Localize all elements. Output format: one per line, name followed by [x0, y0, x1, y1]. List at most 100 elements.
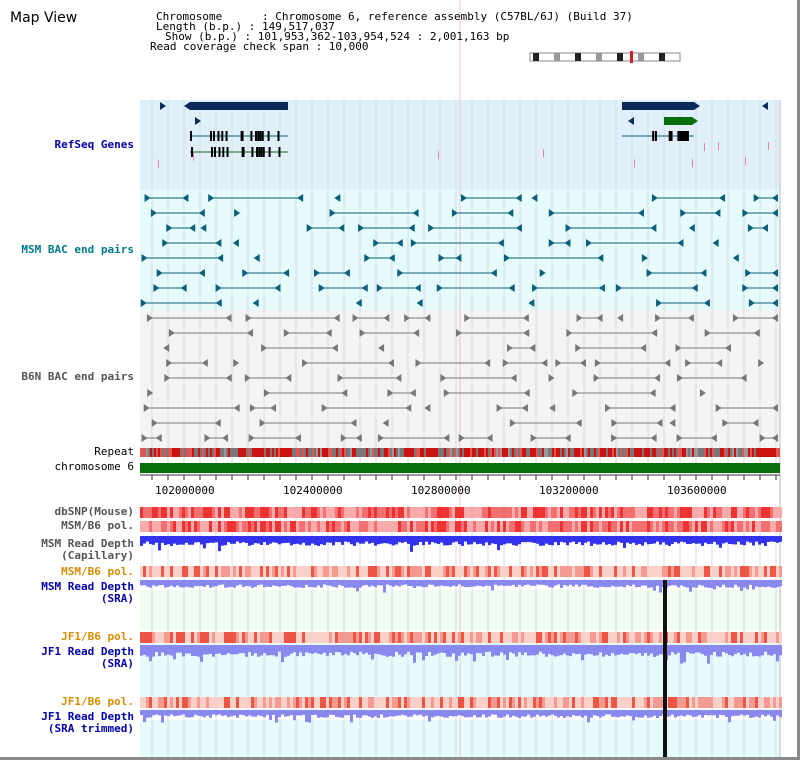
msm-b6-pol-heat — [722, 521, 725, 532]
track-label-msm-b6-pol-2[interactable]: MSM/B6 pol. — [61, 565, 134, 578]
jf1-pol-2-heat — [587, 697, 590, 708]
snp-mark — [438, 151, 439, 160]
jf1-trim-depth-bar — [626, 710, 629, 716]
jf1-trim-depth-bar — [734, 710, 737, 716]
msm-bac-pair-end — [200, 224, 207, 232]
msm-b6-pol-2-heat — [290, 566, 293, 577]
jf1-depth-bar — [248, 645, 251, 653]
msm-depth-cap-bar — [275, 536, 278, 543]
jf1-trim-depth-bar — [191, 710, 194, 718]
jf1-pol-heat — [299, 632, 302, 643]
b6n-bac-pair-end — [331, 344, 338, 352]
jf1-depth-bar — [155, 645, 158, 653]
jf1-pol-2-heat — [548, 697, 551, 708]
jf1-depth-bar — [446, 645, 449, 657]
msm-depth-cap-bar — [263, 536, 266, 543]
jf1-depth-bar — [185, 645, 188, 654]
msm-b6-pol-heat — [653, 521, 656, 532]
msm-depth-sra-bar — [194, 580, 197, 587]
b6n-bac-pair-end — [382, 419, 389, 427]
track-label-b6n-bac[interactable]: B6N BAC end pairs — [21, 370, 134, 383]
jf1-depth-bar — [638, 645, 641, 654]
repeat-segment — [534, 448, 536, 457]
msm-b6-pol-2-heat — [707, 566, 710, 577]
repeat-segment — [282, 448, 284, 457]
msm-depth-cap-bar — [167, 536, 170, 545]
msm-depth-sra-bar — [281, 580, 284, 586]
b6n-bac-pair-end — [676, 434, 683, 442]
ideogram-band — [596, 53, 602, 61]
repeat-segment — [298, 448, 300, 457]
msm-b6-pol-heat — [344, 521, 347, 532]
jf1-depth-bar — [167, 645, 170, 655]
msm-b6-pol-heat — [728, 521, 731, 532]
repeat-segment — [414, 448, 416, 457]
jf1-trim-depth-bar — [143, 710, 146, 723]
jf1-depth-bar — [200, 645, 203, 662]
msm-b6-pol-2-heat — [551, 566, 554, 577]
msm-b6-pol-2-heat — [404, 566, 407, 577]
track-label-refseq[interactable]: RefSeq Genes — [54, 138, 134, 151]
dbsnp-heat — [407, 507, 410, 518]
jf1-pol-heat — [593, 632, 596, 643]
jf1-trim-depth-bar — [461, 710, 464, 717]
repeat-segment — [296, 448, 298, 457]
snp-mark — [768, 141, 769, 150]
track-label-dbsnp[interactable]: dbSNP(Mouse) — [54, 505, 134, 518]
jf1-depth-bar — [548, 645, 551, 655]
track-label-jf1-pol-2[interactable]: JF1/B6 pol. — [61, 695, 134, 708]
track-label-jf1-pol[interactable]: JF1/B6 pol. — [61, 630, 134, 643]
jf1-pol-heat — [362, 632, 365, 643]
jf1-depth-bar — [320, 645, 323, 655]
msm-depth-sra-bar — [539, 580, 542, 585]
dbsnp-heat — [467, 507, 470, 518]
jf1-pol-2-heat — [371, 697, 374, 708]
track-label-msm-depth-sra[interactable]: MSM Read Depth — [41, 580, 134, 593]
msm-b6-pol-heat — [251, 521, 254, 532]
jf1-pol-heat — [452, 632, 455, 643]
msm-depth-sra-bar — [437, 580, 440, 587]
jf1-pol-2-heat — [356, 697, 359, 708]
msm-depth-cap-bar — [770, 536, 773, 542]
msm-depth-cap-bar — [494, 536, 497, 545]
msm-depth-cap-bar — [173, 536, 176, 544]
repeat-segment — [342, 448, 344, 457]
jf1-pol-heat — [530, 632, 533, 643]
msm-b6-pol-heat — [500, 521, 503, 532]
jf1-trim-depth-bar — [779, 710, 782, 718]
msm-depth-cap-bar — [530, 536, 533, 543]
repeat-segment — [664, 448, 666, 457]
msm-depth-sra-bar — [344, 580, 347, 588]
msm-depth-sra-bar — [467, 580, 470, 588]
b6n-bac-pair-end — [753, 329, 760, 337]
msm-b6-pol-heat — [380, 521, 383, 532]
jf1-depth-bar — [218, 645, 221, 654]
msm-b6-pol-heat — [746, 521, 749, 532]
msm-depth-sra-bar — [704, 580, 707, 588]
jf1-depth-bar — [308, 645, 311, 654]
b6n-bac-pair-end — [458, 434, 465, 442]
dbsnp-heat — [548, 507, 551, 518]
repeat-segment — [704, 448, 706, 457]
jf1-pol-heat — [422, 632, 425, 643]
jf1-trim-depth-bar — [254, 710, 257, 717]
jf1-trim-depth-bar — [536, 710, 539, 715]
msm-b6-pol-heat — [209, 521, 212, 532]
msm-depth-sra-bar — [335, 580, 338, 588]
msm-bac-pair-end — [396, 239, 403, 247]
msm-depth-sra-bar — [590, 580, 593, 587]
repeat-segment — [638, 448, 640, 457]
track-label-jf1-depth[interactable]: JF1 Read Depth — [41, 645, 134, 658]
msm-depth-cap-bar — [374, 536, 377, 546]
track-label-msm-bac[interactable]: MSM BAC end pairs — [21, 243, 134, 256]
msm-depth-sra-bar — [470, 580, 473, 587]
track-label-msm-depth-cap[interactable]: MSM Read Depth — [41, 537, 134, 550]
msm-depth-sra-bar — [377, 580, 380, 586]
track-label-jf1-trim[interactable]: JF1 Read Depth — [41, 710, 134, 723]
track-label-msm-b6-pol[interactable]: MSM/B6 pol. — [61, 519, 134, 532]
snp-mark — [543, 149, 544, 158]
msm-b6-pol-2-heat — [752, 566, 755, 577]
jf1-pol-heat — [323, 632, 326, 643]
ideogram-band — [638, 53, 644, 61]
